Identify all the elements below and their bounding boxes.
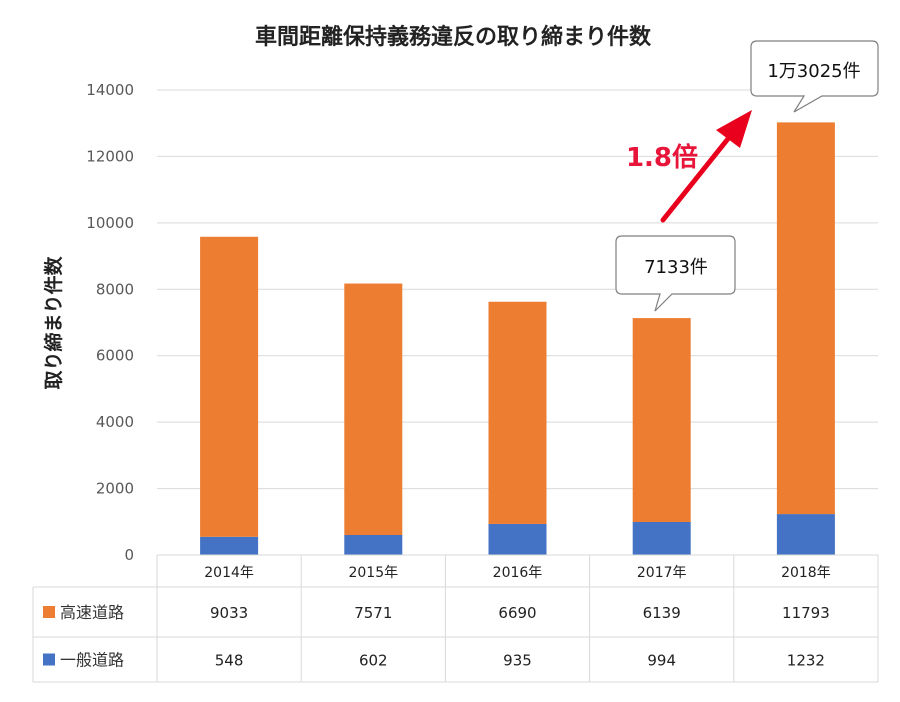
y-tick-label: 2000 bbox=[96, 480, 134, 498]
y-tick-label: 14000 bbox=[86, 81, 134, 99]
table-cell: 6139 bbox=[643, 604, 681, 622]
bar-expressway bbox=[344, 283, 403, 536]
table-cell: 548 bbox=[215, 652, 244, 670]
bar-general-road bbox=[488, 523, 547, 555]
y-tick-label: 10000 bbox=[86, 214, 134, 232]
callout-2018-label: 1万3025件 bbox=[767, 61, 860, 82]
y-tick-label: 4000 bbox=[96, 413, 134, 431]
y-axis-label: 取り締まり件数 bbox=[42, 256, 65, 390]
table-cell: 7571 bbox=[354, 604, 392, 622]
table-cell: 935 bbox=[503, 652, 532, 670]
legend-label: 高速道路 bbox=[60, 603, 124, 622]
legend-swatch bbox=[43, 653, 55, 666]
callout-2017-label: 7133件 bbox=[644, 257, 708, 278]
legend-swatch bbox=[43, 606, 55, 618]
legend-label: 一般道路 bbox=[60, 651, 124, 670]
bar-general-road bbox=[632, 521, 691, 555]
table-cell: 602 bbox=[359, 652, 388, 670]
y-tick-label: 12000 bbox=[86, 147, 134, 165]
bar-general-road bbox=[344, 535, 403, 555]
callout-2018 bbox=[750, 40, 879, 113]
category-label: 2016年 bbox=[493, 565, 543, 581]
y-tick-label: 8000 bbox=[96, 280, 134, 298]
callout-2017 bbox=[615, 235, 736, 312]
chart-title: 車間距離保持義務違反の取り締まり件数 bbox=[255, 24, 652, 50]
table-cell: 9033 bbox=[210, 604, 248, 622]
table-cell: 994 bbox=[647, 652, 676, 670]
y-axis-ticks: 0 2000 4000 6000 8000 10000 12000 14000 bbox=[86, 81, 134, 564]
growth-arrow bbox=[660, 127, 738, 223]
annotations: 7133件 1万3025件 1.8倍 bbox=[615, 40, 879, 312]
category-label: 2017年 bbox=[637, 565, 687, 581]
bar-expressway bbox=[632, 318, 691, 522]
y-tick-label: 0 bbox=[124, 546, 134, 564]
table-cell: 1232 bbox=[787, 652, 825, 670]
category-label: 2015年 bbox=[348, 565, 398, 581]
bar-expressway bbox=[488, 301, 547, 524]
bar-general-road bbox=[200, 536, 259, 555]
table-cell: 6690 bbox=[498, 604, 536, 622]
bar-general-road bbox=[776, 514, 835, 555]
y-tick-label: 6000 bbox=[96, 347, 134, 365]
bars bbox=[200, 122, 835, 555]
category-label: 2014年 bbox=[204, 565, 254, 581]
category-label: 2018年 bbox=[781, 565, 831, 581]
bar-expressway bbox=[776, 122, 835, 515]
bar-expressway bbox=[200, 236, 259, 537]
arrow-head-icon bbox=[716, 110, 752, 148]
table-cell: 11793 bbox=[782, 604, 830, 622]
multiplier-label: 1.8倍 bbox=[626, 142, 698, 173]
